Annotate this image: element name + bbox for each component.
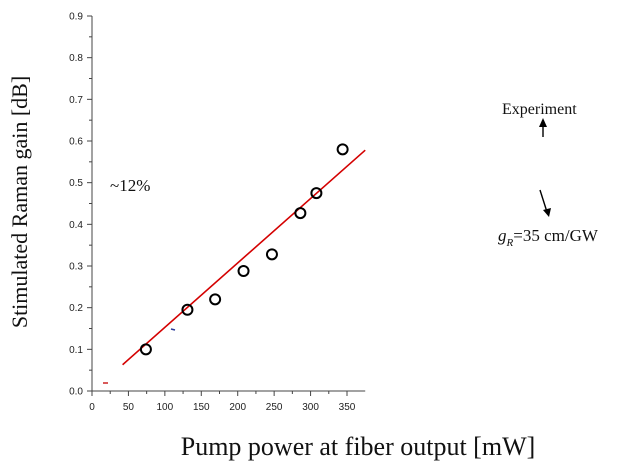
fit-label-value: =35 cm/GW	[513, 226, 599, 245]
data-point	[265, 248, 278, 261]
data-points	[139, 143, 349, 356]
experiment-arrow	[539, 118, 547, 137]
x-tick-label: 350	[339, 402, 356, 413]
y-tick-label: 0.4	[69, 220, 83, 231]
data-point	[310, 187, 323, 200]
fit-label-symbol: g	[498, 226, 507, 245]
x-tick-label: 0	[89, 402, 95, 413]
x-tick-label: 250	[266, 402, 283, 413]
fit-line	[122, 149, 366, 366]
x-tick-label: 200	[229, 402, 246, 413]
data-point	[181, 303, 194, 316]
fit-arrow	[539, 189, 551, 217]
data-point	[336, 143, 349, 156]
y-tick-label: 0.8	[69, 53, 83, 64]
small-marks	[103, 328, 176, 384]
y-tick-label: 0.0	[69, 387, 83, 398]
data-point	[139, 343, 152, 356]
axes	[91, 16, 366, 392]
x-tick-label: 50	[123, 402, 135, 413]
y-tick-label: 0.7	[69, 95, 83, 106]
fit-label: gR=35 cm/GW	[498, 226, 599, 249]
y-tick-label: 0.2	[69, 303, 83, 314]
data-point	[209, 293, 222, 306]
fit-label-subscript: R	[506, 237, 514, 249]
x-tick-label: 100	[157, 402, 174, 413]
y-tick-label: 0.9	[69, 12, 83, 23]
data-point	[237, 265, 250, 277]
data-point	[294, 207, 307, 220]
x-tick-label: 300	[302, 402, 319, 413]
ticks: 0 50 100 150 200 250 300 350 0.0 0.1 0.2 0.3 0.4 0.5 0…	[69, 12, 356, 414]
x-tick-label: 150	[193, 402, 210, 413]
y-tick-label: 0.3	[69, 262, 83, 273]
x-axis-title: Pump power at fiber output [mW]	[181, 432, 536, 461]
y-tick-label: 0.5	[69, 178, 83, 189]
y-tick-label: 0.6	[69, 137, 83, 148]
y-tick-label: 0.1	[69, 345, 83, 356]
y-axis-title: Stimulated Raman gain [dB]	[7, 76, 32, 328]
fit-line-group	[122, 149, 366, 366]
experiment-label: Experiment	[502, 101, 577, 118]
percent-annotation: ~12%	[110, 176, 150, 195]
